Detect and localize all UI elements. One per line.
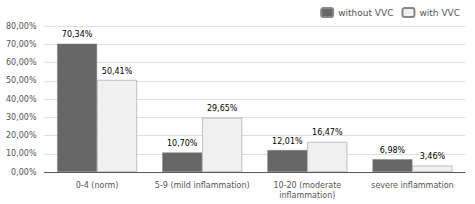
svg-text:10-20 (moderate: 10-20 (moderate: [273, 181, 341, 190]
svg-text:80,00%: 80,00%: [6, 22, 37, 31]
svg-text:10,00%: 10,00%: [6, 149, 37, 158]
svg-text:severe inflammation: severe inflammation: [371, 181, 453, 190]
svg-text:50,00%: 50,00%: [6, 76, 37, 85]
svg-text:inflammation): inflammation): [279, 191, 335, 200]
svg-text:12,01%: 12,01%: [272, 137, 303, 146]
svg-text:0,00%: 0,00%: [11, 168, 37, 177]
svg-text:without VVC: without VVC: [338, 8, 393, 18]
svg-text:0-4 (norm): 0-4 (norm): [76, 181, 119, 190]
svg-text:70,00%: 70,00%: [6, 40, 37, 49]
svg-text:20,00%: 20,00%: [6, 131, 37, 140]
svg-text:5-9 (mild inflammation): 5-9 (mild inflammation): [155, 181, 250, 190]
svg-text:3,46%: 3,46%: [420, 152, 446, 161]
svg-text:40,00%: 40,00%: [6, 95, 37, 104]
svg-text:30,00%: 30,00%: [6, 113, 37, 122]
svg-text:60,00%: 60,00%: [6, 58, 37, 67]
svg-text:29,65%: 29,65%: [207, 104, 238, 113]
svg-text:16,47%: 16,47%: [312, 128, 343, 137]
svg-text:with VVC: with VVC: [419, 8, 460, 18]
svg-text:50,41%: 50,41%: [102, 67, 133, 76]
svg-text:6,98%: 6,98%: [380, 146, 406, 155]
svg-text:70,34%: 70,34%: [62, 30, 93, 39]
svg-text:10,70%: 10,70%: [167, 139, 198, 148]
